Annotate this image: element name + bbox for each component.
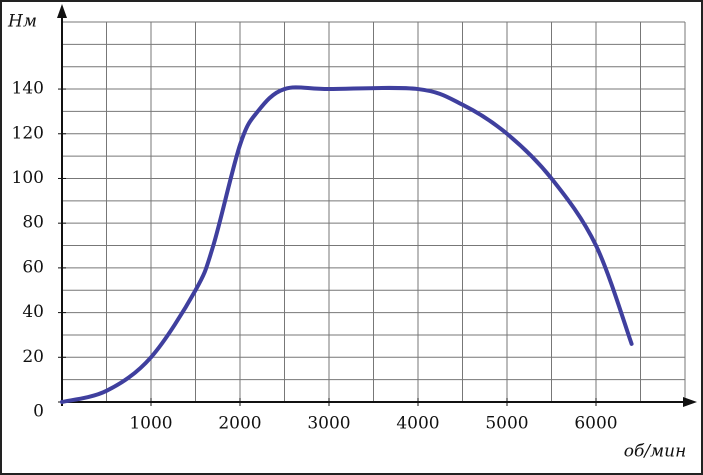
x-axis-label: об/мин — [624, 442, 687, 462]
y-tick-label: 60 — [22, 257, 44, 277]
y-tick-label: 140 — [12, 79, 44, 99]
x-tick-label: 2000 — [218, 414, 261, 434]
y-tick-label: 40 — [22, 302, 44, 322]
y-tick-label: 20 — [22, 347, 44, 367]
y-axis-label: Нм — [7, 12, 37, 32]
x-tick-label: 1000 — [129, 414, 172, 434]
torque-curve — [60, 85, 634, 404]
y-tick-label: 100 — [12, 168, 44, 188]
x-tick-label: 6000 — [574, 414, 617, 434]
x-tick-label: 4000 — [396, 414, 439, 434]
x-axis-arrow — [683, 397, 697, 407]
y-tick-label: 0 — [33, 402, 44, 422]
x-tick-label: 5000 — [485, 414, 528, 434]
x-tick-label: 3000 — [307, 414, 350, 434]
y-tick-label: 120 — [12, 123, 44, 143]
y-tick-label: 80 — [22, 213, 44, 233]
y-axis-arrow — [57, 4, 67, 18]
